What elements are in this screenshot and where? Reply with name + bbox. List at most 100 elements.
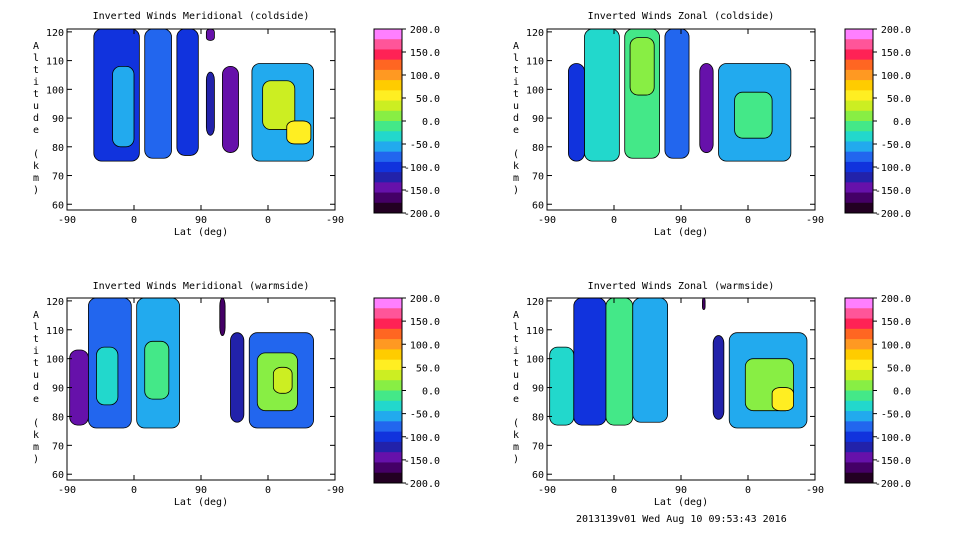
colorbar-swatch <box>374 121 402 132</box>
colorbar-swatch <box>374 192 402 204</box>
colorbar-swatch <box>374 49 402 61</box>
colorbar-swatch <box>374 110 402 122</box>
y-tick-label: 90 <box>52 384 64 395</box>
colorbar-swatch <box>845 298 873 309</box>
y-tick-label: 60 <box>52 470 64 481</box>
colorbar-swatch <box>845 182 873 194</box>
contour-region-3 <box>144 29 172 159</box>
x-tick-label: -90 <box>326 485 344 496</box>
contour-region-3 <box>96 346 119 406</box>
colorbar-swatch <box>374 141 402 153</box>
x-tick-label: -90 <box>806 215 824 226</box>
colorbar-swatch <box>845 172 873 183</box>
colorbar-swatch <box>845 369 873 381</box>
contour-region-9 <box>771 387 794 412</box>
colorbar-swatch <box>374 318 402 330</box>
x-tick-label: 0 <box>611 485 617 496</box>
colorbar-tick-label: 150.0 <box>410 48 440 59</box>
colorbar-swatch <box>374 298 402 309</box>
colorbar-swatch <box>374 80 402 91</box>
colorbar-tick-label: -150.0 <box>404 456 440 467</box>
colorbar-swatch <box>374 39 402 50</box>
colorbar: 200.0 150.0 100.0 50.0 0.0 -50.0 -100.0 -150.0 -… <box>373 25 440 220</box>
x-tick-label: 0 <box>131 215 137 226</box>
contour-region-10 <box>272 366 293 394</box>
y-tick-label: 120 <box>46 28 64 39</box>
contour-field <box>549 298 808 429</box>
contour-region-4 <box>176 29 199 156</box>
colorbar-tick-label: 0.0 <box>422 387 440 398</box>
colorbar-tick-label: 200.0 <box>410 294 440 305</box>
colorbar-swatch <box>845 339 873 350</box>
y-tick-label: 110 <box>526 57 544 68</box>
colorbar-tick-label: 150.0 <box>881 317 911 328</box>
x-axis-label: Lat (deg) <box>654 227 708 238</box>
y-tick-label: 80 <box>52 143 64 154</box>
contour-region-9 <box>262 80 296 130</box>
contour-region-8 <box>734 91 773 139</box>
colorbar-swatch <box>374 380 402 391</box>
colorbar-swatch <box>845 80 873 91</box>
contour-region-4 <box>632 298 668 423</box>
contour-region-2 <box>573 298 607 426</box>
colorbar-tick-label: -100.0 <box>875 163 911 174</box>
y-tick-label: 110 <box>46 57 64 68</box>
x-tick-label: -90 <box>58 485 76 496</box>
y-tick-label: 60 <box>52 200 64 211</box>
x-tick-label: 90 <box>195 215 207 226</box>
contour-field <box>568 29 792 162</box>
colorbar-swatch <box>374 339 402 350</box>
chart-panel-4: Inverted Winds Zonal (warmside) 120 110 100… <box>513 281 911 508</box>
chart-title: Inverted Winds Zonal (warmside) <box>588 281 775 292</box>
y-tick-label: 60 <box>532 470 544 481</box>
x-tick-label: 90 <box>675 215 687 226</box>
colorbar-swatch <box>374 400 402 412</box>
contour-region-1 <box>568 63 585 162</box>
y-tick-label: 90 <box>532 114 544 125</box>
colorbar-tick-label: 100.0 <box>881 71 911 82</box>
colorbar-swatch <box>845 29 873 40</box>
contour-region-5 <box>144 340 170 400</box>
colorbar-tick-label: -100.0 <box>404 163 440 174</box>
colorbar-swatch <box>845 328 873 340</box>
colorbar-tick-label: -150.0 <box>875 456 911 467</box>
colorbar-swatch <box>374 161 402 173</box>
contour-region-6 <box>205 71 215 136</box>
contour-field <box>93 29 314 162</box>
colorbar-swatch <box>845 59 873 71</box>
colorbar-tick-label: 100.0 <box>410 71 440 82</box>
y-tick-label: 100 <box>46 355 64 366</box>
colorbar-swatch <box>845 151 873 163</box>
y-tick-label: 110 <box>526 326 544 337</box>
colorbar-swatch <box>374 441 402 453</box>
y-tick-label: 90 <box>532 384 544 395</box>
chart-panel-2: Inverted Winds Zonal (coldside) 120 110 100… <box>513 11 911 238</box>
contour-region-7 <box>230 332 245 423</box>
colorbar-tick-label: 0.0 <box>893 117 911 128</box>
contour-region-5 <box>664 29 690 159</box>
x-axis-label: Lat (deg) <box>174 497 228 508</box>
colorbar-tick-label: -200.0 <box>875 209 911 220</box>
colorbar-swatch <box>845 452 873 463</box>
colorbar-tick-label: 50.0 <box>887 363 911 374</box>
x-tick-label: 0 <box>131 485 137 496</box>
x-tick-label: -90 <box>58 215 76 226</box>
colorbar-swatch <box>845 421 873 433</box>
y-tick-label: 120 <box>46 297 64 308</box>
contour-region-1 <box>549 346 575 426</box>
colorbar-tick-label: -50.0 <box>410 410 440 421</box>
colorbar-swatch <box>374 69 402 81</box>
y-tick-label: 80 <box>532 143 544 154</box>
colorbar-swatch <box>845 472 873 484</box>
colorbar-swatch <box>374 90 402 102</box>
colorbar-swatch <box>845 349 873 361</box>
y-tick-label: 70 <box>52 441 64 452</box>
y-tick-label: 120 <box>526 28 544 39</box>
x-tick-label: -90 <box>538 485 556 496</box>
colorbar-tick-label: -200.0 <box>404 479 440 490</box>
colorbar-swatch <box>374 462 402 474</box>
